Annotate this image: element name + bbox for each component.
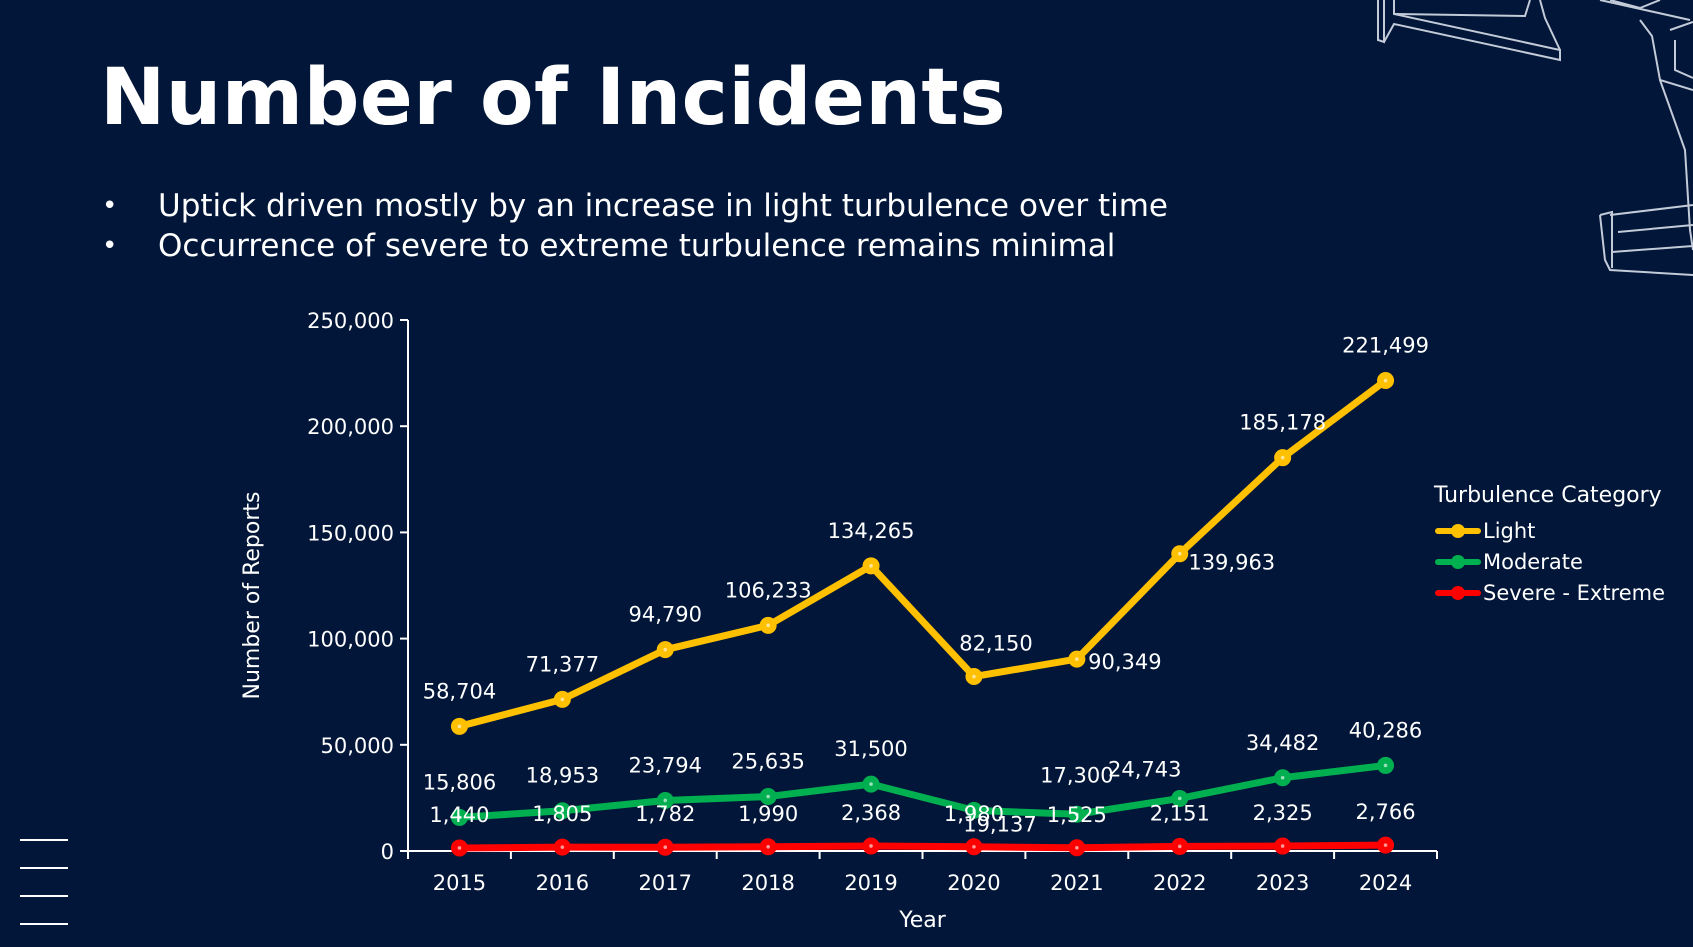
data-label-light: 90,349 (1088, 650, 1161, 674)
y-tick-label: 0 (381, 840, 394, 864)
y-tick-label: 100,000 (307, 628, 394, 652)
data-point-center (766, 794, 770, 799)
data-label-moderate: 31,500 (834, 737, 907, 761)
legend-swatch-marker (1451, 586, 1465, 600)
data-label-severe-extreme: 1,990 (738, 802, 798, 826)
data-point-center (766, 623, 770, 628)
data-label-light: 185,178 (1239, 411, 1326, 435)
data-label-light: 106,233 (725, 578, 812, 602)
data-label-severe-extreme: 1,525 (1047, 803, 1107, 827)
data-point-center (457, 846, 462, 850)
bullet-list: Uptick driven mostly by an increase in l… (100, 186, 1168, 266)
data-label-severe-extreme: 1,980 (944, 802, 1004, 826)
data-point-center (457, 724, 462, 729)
series-line-severe-extreme (455, 841, 1390, 852)
data-point-center (869, 844, 873, 848)
data-point-center (972, 844, 976, 849)
data-point-center (1177, 551, 1182, 556)
legend-entry: Severe - Extreme (1483, 581, 1665, 605)
x-tick-label: 2021 (1050, 871, 1103, 895)
data-label-moderate: 18,953 (526, 764, 599, 788)
bullet-item: Uptick driven mostly by an increase in l… (100, 186, 1168, 226)
legend-entry: Moderate (1483, 550, 1583, 574)
data-point-center (1280, 844, 1285, 848)
series-line-light (455, 377, 1390, 730)
data-label-light: 221,499 (1342, 334, 1429, 358)
data-label-moderate: 34,482 (1246, 731, 1319, 755)
data-label-moderate: 25,635 (731, 750, 804, 774)
data-point-center (1280, 775, 1285, 780)
data-label-light: 71,377 (526, 652, 599, 676)
data-label-severe-extreme: 2,766 (1355, 800, 1415, 824)
data-point-center (1075, 812, 1079, 817)
data-label-severe-extreme: 2,325 (1253, 801, 1313, 825)
x-tick-label: 2020 (947, 871, 1000, 895)
x-tick-label: 2022 (1153, 871, 1206, 895)
data-point-center (972, 674, 976, 679)
data-point-center (1177, 796, 1182, 801)
data-label-moderate: 15,806 (423, 770, 496, 794)
data-label-moderate: 23,794 (629, 753, 702, 777)
data-label-severe-extreme: 2,368 (841, 801, 901, 825)
data-point-center (869, 782, 873, 786)
data-point-center (1383, 843, 1388, 847)
data-label-moderate: 17,300 (1040, 763, 1113, 787)
data-label-moderate: 19,137 (963, 812, 1036, 836)
data-point-center (560, 845, 565, 849)
y-tick-label: 50,000 (321, 734, 394, 758)
data-point-center (457, 815, 462, 820)
legend-swatch-marker (1451, 524, 1465, 538)
data-label-light: 58,704 (423, 679, 496, 703)
data-point-center (663, 798, 668, 803)
bullet-item: Occurrence of severe to extreme turbulen… (100, 226, 1168, 266)
x-tick-label: 2015 (433, 871, 486, 895)
data-point-center (1075, 657, 1079, 661)
x-tick-label: 2023 (1256, 871, 1309, 895)
x-tick-label: 2024 (1359, 871, 1412, 895)
y-tick-label: 250,000 (307, 309, 394, 333)
y-axis-title: Number of Reports (240, 492, 265, 700)
data-label-moderate: 24,743 (1108, 757, 1181, 781)
legend-entry: Light (1483, 519, 1535, 543)
legend-title: Turbulence Category (1433, 483, 1662, 508)
data-point-center (560, 697, 565, 702)
x-axis-title: Year (898, 908, 947, 933)
data-point-center (1075, 845, 1079, 850)
data-label-severe-extreme: 1,782 (635, 802, 695, 826)
data-label-light: 134,265 (828, 519, 915, 543)
x-tick-label: 2016 (536, 871, 589, 895)
data-point-center (663, 647, 668, 652)
data-label-severe-extreme: 1,440 (429, 803, 489, 827)
data-point-center (1383, 763, 1388, 768)
data-point-center (1177, 844, 1182, 849)
data-point-center (972, 808, 976, 813)
data-point-center (663, 845, 668, 850)
x-tick-label: 2019 (844, 871, 897, 895)
data-label-light: 94,790 (629, 603, 702, 627)
data-point-center (560, 808, 565, 813)
data-point-center (869, 564, 873, 568)
legend-swatch-marker (1451, 555, 1465, 569)
data-point-center (1280, 455, 1285, 460)
data-label-light: 139,963 (1188, 551, 1275, 575)
data-point-center (1383, 378, 1388, 383)
data-point-center (766, 844, 770, 849)
y-tick-label: 200,000 (307, 415, 394, 439)
x-tick-label: 2017 (639, 871, 692, 895)
data-label-severe-extreme: 2,151 (1150, 801, 1210, 825)
y-tick-label: 150,000 (307, 521, 394, 545)
data-label-moderate: 40,286 (1349, 718, 1422, 742)
series-line-moderate (455, 761, 1390, 821)
page-title: Number of Incidents (100, 53, 1007, 143)
data-label-severe-extreme: 1,805 (532, 802, 592, 826)
x-tick-label: 2018 (741, 871, 794, 895)
data-label-light: 82,150 (959, 632, 1032, 656)
